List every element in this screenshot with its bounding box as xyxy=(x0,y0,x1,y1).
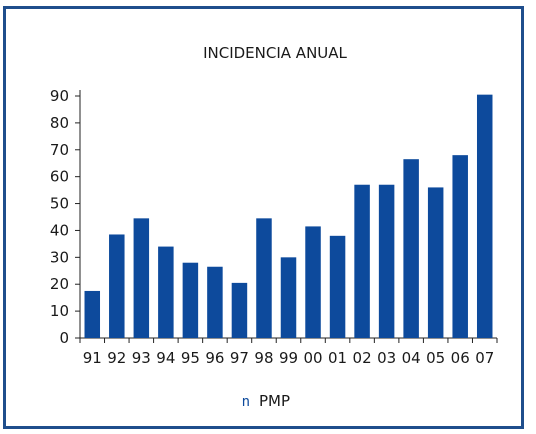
bar-96 xyxy=(207,266,223,338)
bar-93 xyxy=(133,218,150,338)
x-tick-label: 04 xyxy=(402,349,421,367)
bar-05 xyxy=(427,187,444,338)
x-tick-label: 98 xyxy=(254,349,273,367)
bar-95 xyxy=(182,262,199,338)
bar-06 xyxy=(452,155,468,338)
x-tick-label: 94 xyxy=(156,349,175,367)
y-tick-label: 10 xyxy=(50,302,69,320)
y-tick-label: 20 xyxy=(50,275,69,293)
x-tick-label: 00 xyxy=(303,349,322,367)
y-tick-label: 60 xyxy=(50,168,69,186)
x-tick-label: 91 xyxy=(83,349,102,367)
x-tick-label: 02 xyxy=(353,349,372,367)
bar-04 xyxy=(403,159,419,338)
y-tick-label: 90 xyxy=(50,87,69,105)
x-tick-label: 93 xyxy=(132,349,151,367)
bar-98 xyxy=(256,218,272,338)
bar-07 xyxy=(476,94,493,339)
y-tick-label: 50 xyxy=(50,195,69,213)
x-axis: 91 92 93 94 95 96 97 98 99 00 01 02 03 04 05 06 07 xyxy=(79,337,498,367)
y-tick-label: 80 xyxy=(50,114,69,132)
y-tick-label: 30 xyxy=(50,248,69,266)
x-tick-label: 97 xyxy=(230,349,249,367)
legend-label: PMP xyxy=(259,392,290,410)
x-tick-label: 07 xyxy=(475,349,494,367)
x-tick-label: 99 xyxy=(279,349,298,367)
bar-91 xyxy=(84,290,101,338)
y-tick-label: 40 xyxy=(50,221,69,239)
x-tick-label: 96 xyxy=(205,349,224,367)
bar-97 xyxy=(231,282,248,338)
y-tick-label: 0 xyxy=(59,329,69,347)
bar-94 xyxy=(158,246,174,338)
bar-92 xyxy=(109,234,125,338)
chart-title: INCIDENCIA ANUAL xyxy=(203,44,347,62)
x-tick-label: 06 xyxy=(451,349,470,367)
x-tick-label: 92 xyxy=(107,349,126,367)
y-tick-label: 70 xyxy=(50,141,69,159)
x-tick-label: 03 xyxy=(377,349,396,367)
bar-03 xyxy=(378,184,395,338)
legend: n PMP xyxy=(242,392,290,410)
bar-01 xyxy=(329,235,346,338)
y-axis: 0 10 20 30 40 50 60 70 80 90 xyxy=(50,87,81,347)
legend-marker: n xyxy=(242,394,250,410)
bar-00 xyxy=(305,226,321,338)
x-tick-label: 01 xyxy=(328,349,347,367)
x-tick-label: 95 xyxy=(181,349,200,367)
x-tick-label: 05 xyxy=(426,349,445,367)
bar-02 xyxy=(354,184,370,338)
bar-99 xyxy=(280,257,297,338)
bars xyxy=(84,94,493,339)
